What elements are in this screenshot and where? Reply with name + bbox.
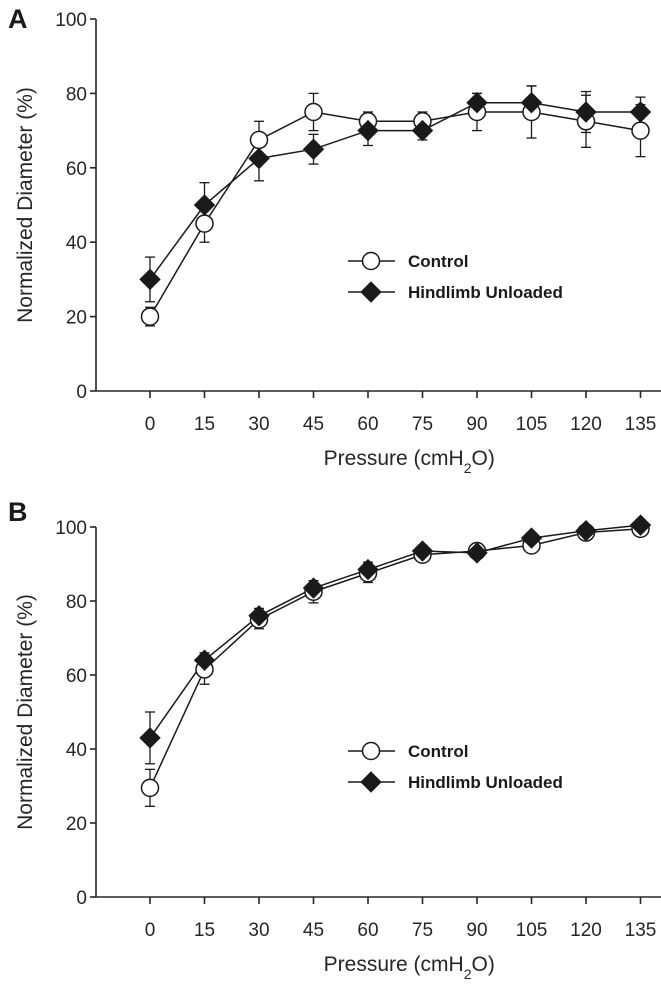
legend-marker bbox=[361, 741, 381, 761]
series-control bbox=[145, 522, 646, 807]
x-tick-label: 45 bbox=[303, 920, 324, 941]
legend: Control Hindlimb Unloaded bbox=[348, 251, 563, 303]
legend-label: Hindlimb Unloaded bbox=[408, 773, 563, 792]
x-tick-label: 120 bbox=[570, 920, 602, 941]
x-tick-label: 105 bbox=[516, 414, 548, 435]
series-line bbox=[149, 101, 641, 280]
x-axis-label-subscript: 2 bbox=[464, 460, 472, 476]
data-point bbox=[575, 101, 597, 123]
data-point bbox=[520, 527, 543, 549]
data-point bbox=[629, 101, 652, 123]
data-point bbox=[139, 268, 161, 291]
data-point bbox=[357, 119, 379, 142]
x-tick-label: 75 bbox=[412, 920, 433, 941]
data-point bbox=[304, 102, 323, 122]
data-point bbox=[193, 194, 216, 216]
chart-panel-a: A 0 20 40 60 80 100 0 15 30 45 60 75 90 105 120 135 Press… bbox=[8, 4, 661, 476]
x-tick-label: 60 bbox=[357, 414, 378, 435]
y-tick-label: 0 bbox=[76, 382, 87, 403]
legend-marker bbox=[361, 251, 381, 271]
x-axis-label: Pressure (cmH2O) bbox=[324, 953, 495, 982]
x-tick-label: 120 bbox=[570, 414, 602, 435]
data-point bbox=[140, 778, 160, 798]
x-tick-label: 75 bbox=[412, 414, 433, 435]
legend-label: Control bbox=[408, 252, 468, 271]
legend-label: Control bbox=[408, 742, 468, 761]
markers-hindlimb-unloaded bbox=[139, 514, 652, 749]
x-tick-label: 45 bbox=[303, 414, 324, 435]
data-point bbox=[575, 519, 597, 542]
x-axis-label-subscript: 2 bbox=[464, 966, 472, 982]
panel-label: A bbox=[8, 4, 28, 34]
data-point bbox=[139, 727, 161, 749]
series-line bbox=[149, 524, 641, 739]
series-line bbox=[149, 111, 641, 317]
data-point bbox=[195, 214, 214, 233]
data-point bbox=[466, 542, 488, 564]
data-point bbox=[411, 540, 434, 562]
legend-marker bbox=[360, 281, 382, 303]
series-control bbox=[145, 85, 646, 327]
y-tick-label: 100 bbox=[55, 518, 87, 539]
data-point bbox=[248, 605, 270, 627]
markers-control bbox=[140, 102, 650, 326]
x-tick-label: 0 bbox=[145, 920, 156, 941]
y-tick-label: 80 bbox=[66, 84, 87, 105]
data-point bbox=[357, 558, 379, 581]
y-tick-label: 40 bbox=[66, 740, 87, 761]
y-tick-label: 60 bbox=[66, 666, 87, 687]
data-point bbox=[193, 649, 216, 671]
y-tick-label: 40 bbox=[66, 233, 87, 254]
data-point bbox=[411, 119, 434, 142]
data-point bbox=[629, 514, 652, 536]
data-point bbox=[249, 130, 269, 150]
y-tick-label: 20 bbox=[66, 308, 87, 329]
data-point bbox=[140, 307, 160, 326]
y-tick-label: 60 bbox=[66, 159, 87, 180]
x-tick-label: 60 bbox=[357, 920, 378, 941]
x-tick-label: 30 bbox=[248, 920, 269, 941]
x-axis-label: Pressure (cmH2O) bbox=[324, 447, 495, 476]
y-tick-label: 80 bbox=[66, 592, 87, 613]
data-point bbox=[302, 138, 325, 160]
y-axis-label: Normalized Diameter (%) bbox=[14, 594, 37, 830]
y-tick-label: 20 bbox=[66, 814, 87, 835]
x-tick-label: 135 bbox=[625, 920, 657, 941]
y-tick-label: 100 bbox=[55, 10, 87, 31]
legend: Control Hindlimb Unloaded bbox=[348, 741, 563, 793]
x-tick-label: 135 bbox=[625, 414, 657, 435]
markers-hindlimb-unloaded bbox=[139, 91, 652, 291]
x-axis-label-suffix: O) bbox=[472, 447, 495, 470]
x-axis-label-suffix: O) bbox=[472, 953, 495, 976]
series-hindlimb-unloaded bbox=[145, 518, 646, 765]
x-tick-label: 105 bbox=[516, 920, 548, 941]
x-tick-label: 0 bbox=[145, 414, 156, 435]
x-axis-label-main: Pressure (cmH bbox=[324, 953, 464, 976]
x-tick-label: 15 bbox=[194, 920, 215, 941]
data-point bbox=[466, 91, 488, 114]
x-tick-label: 30 bbox=[248, 414, 269, 435]
x-axis-label-main: Pressure (cmH bbox=[324, 447, 464, 470]
panel-label: B bbox=[8, 497, 28, 527]
data-point bbox=[248, 147, 270, 170]
legend-label: Hindlimb Unloaded bbox=[408, 283, 563, 302]
x-tick-label: 90 bbox=[466, 414, 487, 435]
series-line bbox=[149, 528, 641, 789]
data-point bbox=[302, 577, 325, 599]
y-tick-label: 0 bbox=[76, 888, 87, 909]
y-axis-label: Normalized Diameter (%) bbox=[14, 87, 37, 323]
x-tick-label: 90 bbox=[466, 920, 487, 941]
data-point bbox=[520, 91, 543, 114]
x-tick-label: 15 bbox=[194, 414, 215, 435]
legend-marker bbox=[360, 771, 382, 793]
chart-panel-b: B 0 20 40 60 80 100 0 15 30 45 60 75 90 105 120 135 Press… bbox=[8, 497, 661, 982]
data-point bbox=[631, 121, 650, 140]
